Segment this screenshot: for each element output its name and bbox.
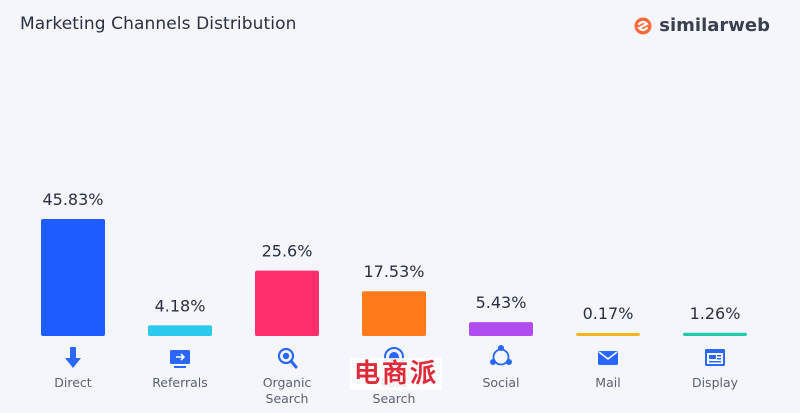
category-label-1: Referrals xyxy=(152,375,208,390)
bar-4 xyxy=(469,322,533,336)
category-label-5: Mail xyxy=(595,375,620,390)
bar-value-label-2: 25.6% xyxy=(262,242,313,261)
brand-name: similarweb xyxy=(659,15,770,36)
arrow-down-icon xyxy=(65,347,81,368)
category-label-6: Display xyxy=(692,375,739,390)
bar-value-label-5: 0.17% xyxy=(583,304,634,323)
category-label-0: Direct xyxy=(54,375,92,390)
bar-value-label-4: 5.43% xyxy=(476,293,527,312)
social-nodes-icon xyxy=(490,345,512,366)
bar-3 xyxy=(362,291,426,336)
bar-5 xyxy=(576,333,640,336)
category-label-3-line-1: Search xyxy=(373,391,416,406)
similarweb-logo-icon xyxy=(634,17,652,34)
chart-title: Marketing Channels Distribution xyxy=(20,14,297,34)
category-label-4: Social xyxy=(482,375,519,390)
bar-2 xyxy=(255,270,319,336)
category-label-2-line-0: Organic xyxy=(263,375,312,390)
search-magnifier-icon xyxy=(277,347,298,369)
category-label-2-line-1: Search xyxy=(266,391,309,406)
bar-0 xyxy=(41,219,105,336)
display-window-icon xyxy=(705,349,725,366)
bar-1 xyxy=(148,325,212,336)
bar-value-label-0: 45.83% xyxy=(42,190,103,209)
bar-value-label-6: 1.26% xyxy=(690,304,741,323)
watermark-text: 电商派 xyxy=(350,358,443,390)
bar-6 xyxy=(683,332,747,336)
bar-value-label-1: 4.18% xyxy=(155,296,206,315)
referral-screen-icon xyxy=(170,350,190,368)
mail-envelope-icon xyxy=(598,351,618,365)
similarweb-logo: similarweb xyxy=(633,15,770,36)
bar-value-label-3: 17.53% xyxy=(363,262,424,281)
